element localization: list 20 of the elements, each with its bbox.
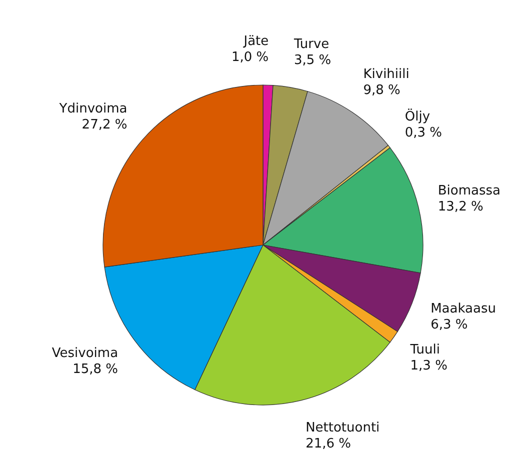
data-label: 6,3 % [430, 318, 468, 333]
slice-label: Kivihiili [363, 67, 410, 82]
data-label: 1,0 % [231, 50, 269, 66]
data-label: 3,5 % [294, 52, 332, 68]
slice-label: Nettotuonti [306, 420, 380, 436]
slice-label: Maakaasu [430, 302, 496, 317]
data-label: 15,8 % [72, 362, 118, 378]
data-label: 13,2 % [438, 200, 484, 215]
slice-label: Tuuli [409, 342, 440, 358]
slice-label: Turve [292, 36, 330, 52]
slice-label: Ydinvoima [58, 101, 128, 116]
slice-label: Vesivoima [52, 346, 118, 362]
slice-label: Öljy [404, 108, 430, 124]
data-label: 1,3 % [410, 358, 448, 374]
data-label: 9,8 % [363, 83, 400, 98]
slice-label: Biomassa [438, 184, 501, 199]
data-label: 21,6 % [306, 436, 352, 452]
data-label: 27,2 % [82, 117, 128, 132]
slice-label: Jäte [242, 34, 269, 50]
data-label: 0,3 % [404, 125, 442, 140]
